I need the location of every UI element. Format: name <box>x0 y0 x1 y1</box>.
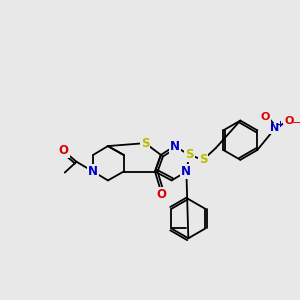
Text: −: − <box>292 118 300 128</box>
Text: N: N <box>270 123 280 134</box>
Text: N: N <box>88 165 98 178</box>
Text: O: O <box>260 112 270 122</box>
Text: S: S <box>199 153 207 166</box>
Text: N: N <box>182 165 191 178</box>
Text: N: N <box>169 140 180 153</box>
Text: O: O <box>284 116 293 126</box>
Text: S: S <box>185 148 194 161</box>
Text: S: S <box>141 136 149 150</box>
Text: +: + <box>276 120 284 129</box>
Text: O: O <box>59 145 69 158</box>
Text: O: O <box>157 188 167 201</box>
